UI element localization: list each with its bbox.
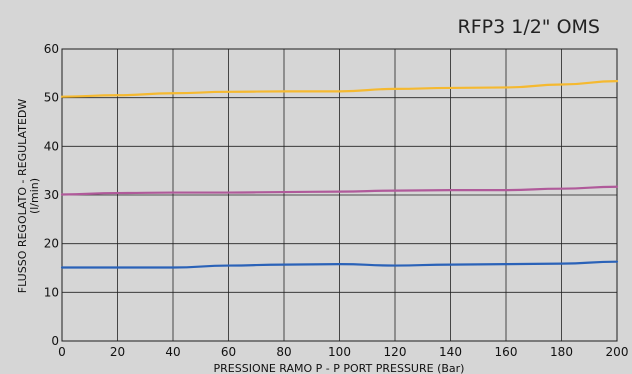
chart-title: RFP3 1/2" OMS (458, 16, 600, 38)
x-tick-label: 0 (58, 345, 66, 359)
y-axis-ticks: 0 10 20 30 40 50 60 (44, 42, 59, 348)
series-line-1 (60, 80, 619, 98)
y-tick-label: 30 (44, 188, 59, 202)
x-tick-label: 40 (165, 345, 180, 359)
grid-lines (61, 48, 618, 342)
series-lines (60, 80, 619, 269)
y-tick-label: 10 (44, 285, 59, 299)
x-tick-label: 200 (606, 345, 629, 359)
y-axis-unit: (l/min) (28, 178, 41, 214)
x-tick-label: 60 (221, 345, 236, 359)
series-line-2 (60, 185, 619, 196)
y-tick-label: 20 (44, 237, 59, 251)
x-tick-label: 120 (384, 345, 407, 359)
x-tick-label: 160 (495, 345, 518, 359)
x-tick-label: 80 (276, 345, 291, 359)
x-tick-label: 20 (110, 345, 125, 359)
y-tick-label: 40 (44, 139, 59, 153)
x-tick-label: 180 (550, 345, 573, 359)
x-tick-label: 100 (328, 345, 351, 359)
y-tick-label: 50 (44, 91, 59, 105)
y-axis-title: FLUSSO REGOLATO - REGULATEDW (16, 99, 29, 294)
y-tick-label: 0 (51, 334, 59, 348)
x-axis-title: PRESSIONE RAMO P - P PORT PRESSURE (Bar) (214, 362, 465, 374)
x-tick-label: 140 (439, 345, 462, 359)
y-axis-title-group: FLUSSO REGOLATO - REGULATEDW (l/min) (16, 99, 41, 294)
y-tick-label: 60 (44, 42, 59, 56)
series-line-3 (60, 260, 619, 269)
x-axis-ticks: 0 20 40 60 80 100 120 140 160 180 200 (58, 345, 628, 359)
